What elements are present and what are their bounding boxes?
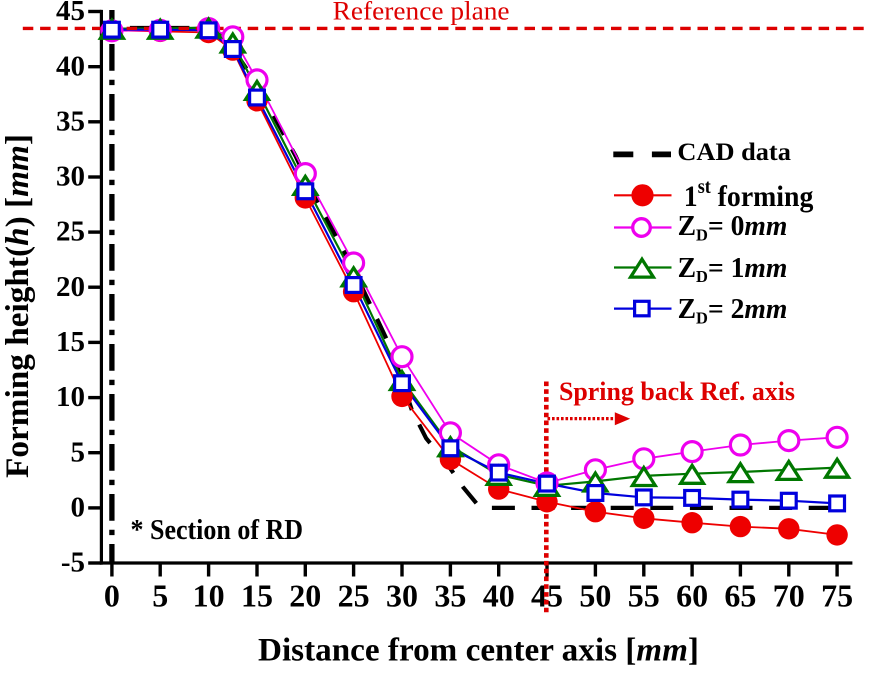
svg-text:ZD= 2mm: ZD= 2mm (678, 294, 788, 327)
svg-text:40: 40 (56, 50, 85, 82)
svg-text:Forming height(h) [mm]: Forming height(h) [mm] (0, 134, 36, 478)
svg-text:10: 10 (56, 381, 85, 413)
svg-text:45: 45 (56, 0, 85, 27)
svg-text:CAD data: CAD data (677, 139, 791, 166)
svg-text:0: 0 (71, 492, 86, 524)
svg-text:30: 30 (56, 161, 85, 193)
svg-text:* Section of RD: * Section of RD (131, 515, 304, 546)
svg-text:25: 25 (56, 216, 85, 248)
svg-text:65: 65 (724, 578, 756, 614)
svg-text:60: 60 (676, 578, 708, 614)
svg-text:30: 30 (386, 578, 418, 614)
svg-text:20: 20 (289, 578, 321, 614)
svg-text:25: 25 (338, 578, 370, 614)
svg-text:70: 70 (773, 578, 805, 614)
svg-text:5: 5 (71, 436, 86, 468)
svg-text:55: 55 (628, 578, 660, 614)
svg-text:50: 50 (579, 578, 611, 614)
svg-text:ZD= 1mm: ZD= 1mm (678, 253, 788, 286)
svg-text:Spring back Ref. axis: Spring back Ref. axis (559, 377, 795, 406)
svg-text:40: 40 (483, 578, 515, 614)
svg-text:15: 15 (241, 578, 273, 614)
svg-text:15: 15 (56, 326, 85, 358)
svg-text:75: 75 (821, 578, 853, 614)
svg-text:-5: -5 (61, 547, 85, 579)
svg-text:5: 5 (152, 578, 168, 614)
svg-text:20: 20 (56, 271, 85, 303)
svg-text:10: 10 (193, 578, 225, 614)
svg-text:Reference plane: Reference plane (333, 0, 510, 26)
svg-text:35: 35 (56, 105, 85, 137)
svg-text:35: 35 (434, 578, 466, 614)
svg-text:Distance from center axis [mm]: Distance from center axis [mm] (258, 632, 699, 668)
svg-text:ZD= 0mm: ZD= 0mm (678, 211, 788, 244)
svg-text:0: 0 (104, 578, 120, 614)
